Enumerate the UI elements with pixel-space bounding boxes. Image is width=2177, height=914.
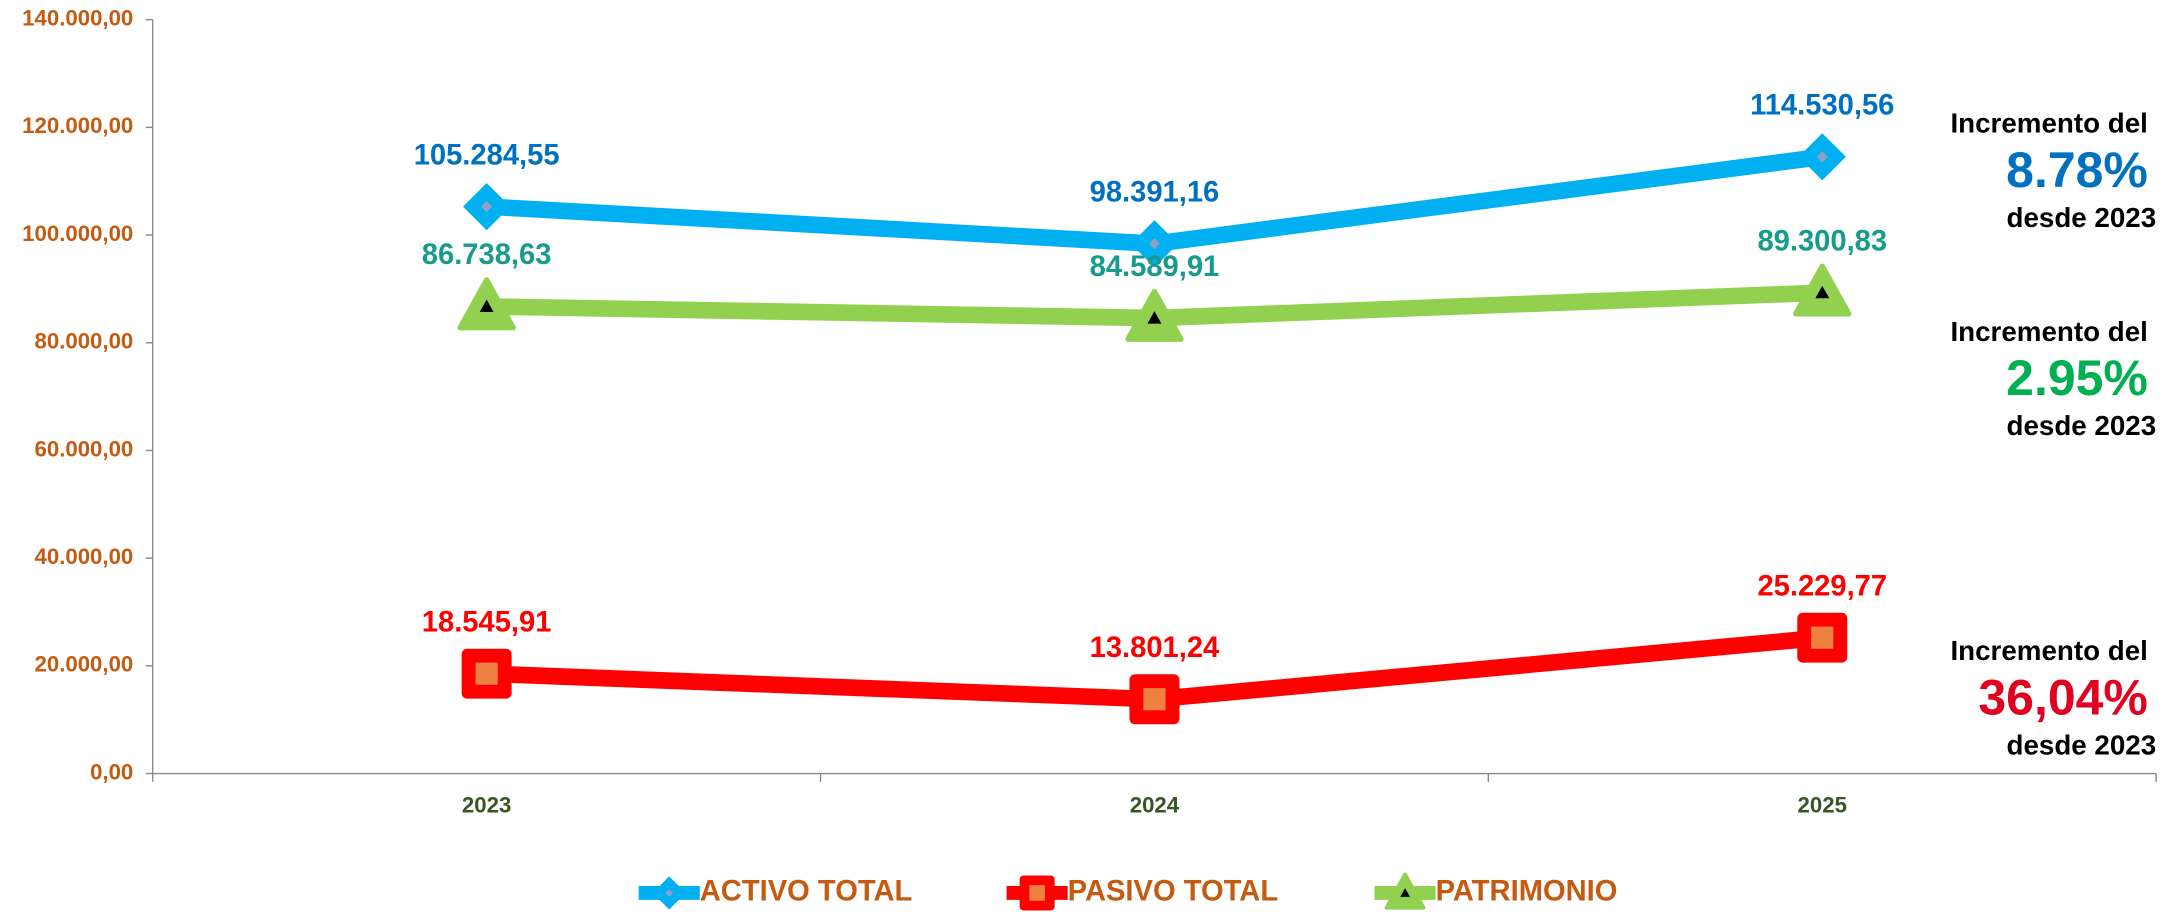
- marker-inner: [1147, 311, 1162, 324]
- marker-inner: [1400, 888, 1410, 897]
- data-label: 18.545,91: [422, 606, 552, 638]
- legend-item: PASIVO TOTAL: [1006, 875, 1278, 911]
- marker-inner: [1816, 151, 1828, 163]
- data-label: 98.391,16: [1090, 176, 1220, 208]
- y-tick-label: 0,00: [90, 759, 133, 784]
- legend-label: PASIVO TOTAL: [1068, 876, 1278, 908]
- marker-inner: [481, 201, 493, 213]
- legend-item: PATRIMONIO: [1374, 872, 1618, 910]
- x-tick-label: 2024: [1130, 793, 1180, 818]
- y-tick-label: 60.000,00: [35, 436, 134, 461]
- marker-inner: [1815, 285, 1830, 299]
- y-tick-label: 120.000,00: [22, 113, 133, 138]
- marker-inner: [1143, 688, 1166, 711]
- y-tick-label: 40.000,00: [35, 544, 134, 569]
- marker-inner: [1029, 885, 1045, 901]
- y-tick-label: 140.000,00: [22, 6, 133, 31]
- annotation-suffix: desde 2023: [2007, 202, 2157, 233]
- data-label: 86.738,63: [422, 239, 552, 271]
- data-label: 13.801,24: [1090, 632, 1220, 664]
- marker-inner: [475, 662, 498, 685]
- annotation-value: 2.95%: [2006, 350, 2148, 406]
- annotation-prefix: Incremento del: [1950, 316, 2147, 347]
- annotation-value: 8.78%: [2006, 142, 2148, 198]
- data-label: 89.300,83: [1757, 225, 1887, 257]
- y-tick-label: 100.000,00: [22, 221, 133, 246]
- x-tick-label: 2023: [462, 793, 511, 818]
- annotation-suffix: desde 2023: [2007, 410, 2157, 441]
- legend-label: PATRIMONIO: [1436, 876, 1618, 908]
- y-tick-label: 80.000,00: [35, 329, 134, 354]
- data-label: 25.229,77: [1757, 570, 1887, 602]
- legend-item: ACTIVO TOTAL: [638, 876, 913, 910]
- data-label: 114.530,56: [1750, 90, 1894, 122]
- annotation-value: 36,04%: [1978, 670, 2147, 726]
- marker-inner: [1811, 626, 1834, 649]
- data-label: 84.589,91: [1090, 251, 1220, 283]
- legend-label: ACTIVO TOTAL: [700, 876, 913, 908]
- annotation-prefix: Incremento del: [1950, 108, 2147, 139]
- y-tick-label: 20.000,00: [35, 652, 134, 677]
- annotation-suffix: desde 2023: [2007, 730, 2157, 761]
- data-label: 105.284,55: [414, 139, 560, 171]
- marker-inner: [479, 299, 494, 313]
- x-tick-label: 2025: [1798, 793, 1847, 818]
- annotation-prefix: Incremento del: [1950, 635, 2147, 666]
